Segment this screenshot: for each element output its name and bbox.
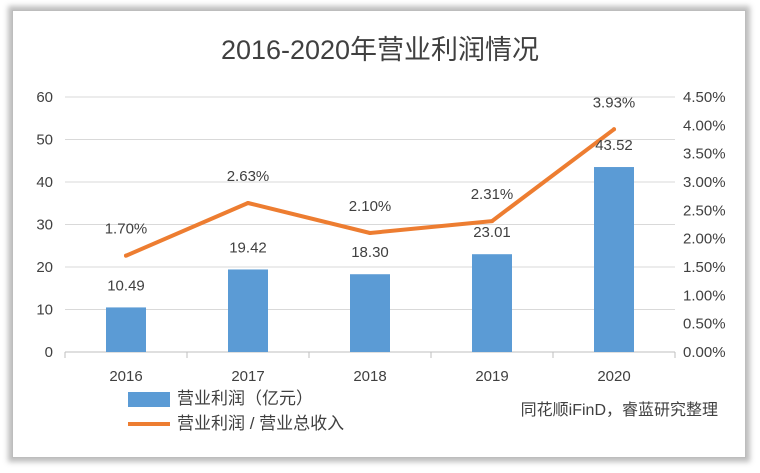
y-left-tick-label: 10 <box>36 302 53 319</box>
x-tick-label: 2020 <box>597 368 630 385</box>
y-left-tick-label: 60 <box>36 89 53 106</box>
y-right-tick-label: 2.00% <box>683 231 726 248</box>
line-point-2019 <box>490 219 494 224</box>
bar-data-label: 10.49 <box>107 277 145 294</box>
y-left-tick-label: 50 <box>36 132 53 149</box>
x-tick-label: 2017 <box>231 368 264 385</box>
line-data-label: 2.10% <box>349 198 392 215</box>
bar-2018 <box>350 274 390 352</box>
data-labels: 10.49 19.42 18.30 23.01 43.52 1.70% 2.63% 2.10%… <box>105 94 636 294</box>
bar-2016 <box>106 307 146 352</box>
y-right-tick-label: 4.50% <box>683 89 726 106</box>
line-data-label: 2.63% <box>227 168 270 185</box>
legend-swatch-line <box>128 422 170 426</box>
line-point-2016 <box>124 253 128 258</box>
y-left-tick-label: 40 <box>36 174 53 191</box>
bar-2017 <box>228 269 268 352</box>
line-point-2018 <box>368 231 372 235</box>
line-data-label: 2.31% <box>471 186 514 203</box>
x-tick-label: 2016 <box>109 368 142 385</box>
y-right-tick-label: 3.50% <box>683 146 726 163</box>
line-series-path <box>124 127 616 258</box>
bar-data-label: 18.30 <box>351 244 389 261</box>
line-point-2017 <box>246 200 250 205</box>
line-data-label: 1.70% <box>105 221 148 238</box>
line-data-label: 3.93% <box>593 94 636 111</box>
y-right-tick-label: 1.50% <box>683 259 726 276</box>
bar-data-label: 23.01 <box>473 224 511 241</box>
y-left-tick-label: 30 <box>36 217 53 234</box>
y-left-tick-label: 0 <box>45 344 53 361</box>
y-right-tick-label: 4.00% <box>683 117 726 134</box>
chart-title: 2016-2020年营业利润情况 <box>220 35 540 65</box>
legend-item-bar: 营业利润（亿元） <box>128 388 313 410</box>
bar-data-label: 19.42 <box>229 239 267 256</box>
bar-2020 <box>594 167 634 352</box>
y-right-tick-label: 3.00% <box>683 174 726 191</box>
y-right-tick-label: 0.50% <box>683 316 726 333</box>
x-tick-label: 2019 <box>475 368 508 385</box>
line-point-2020 <box>612 127 616 132</box>
legend-label-line: 营业利润 / 营业总收入 <box>177 414 345 433</box>
bar-series <box>106 167 634 352</box>
legend-swatch-bar <box>128 391 170 407</box>
legend-item-line: 营业利润 / 营业总收入 <box>128 413 344 435</box>
y-right-tick-label: 2.50% <box>683 202 726 219</box>
y-right-tick-label: 1.00% <box>683 287 726 304</box>
line-series <box>124 127 616 258</box>
y-left-tick-label: 20 <box>36 259 53 276</box>
y-right-tick-label: 0.00% <box>683 344 726 361</box>
legend-label-bar: 营业利润（亿元） <box>177 389 313 408</box>
x-tick-label: 2018 <box>353 368 386 385</box>
gridlines <box>65 96 675 310</box>
bar-2019 <box>472 254 512 352</box>
source-note: 同花顺iFinD，睿蓝研究整理 <box>520 402 718 419</box>
bar-data-label: 43.52 <box>595 137 633 154</box>
